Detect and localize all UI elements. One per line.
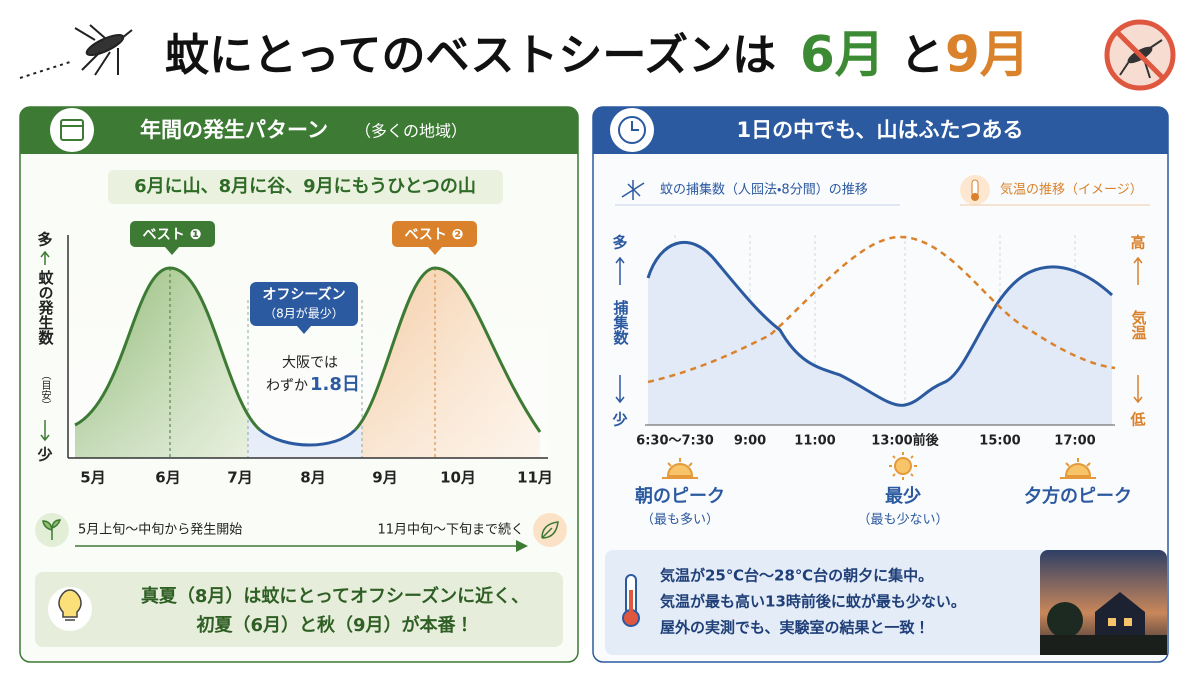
legend-icons [615,175,1150,206]
day-chart [615,235,1143,426]
sun-icons [662,452,1096,480]
subtitle: 6月に山、8月に谷、9月にもうひとつの山 [134,176,476,197]
year-chart [67,221,548,459]
note-box [605,550,1167,655]
timeline [35,513,567,552]
y-axis-label: 蚊の発生数 [37,269,55,346]
x-label: 15:00 [979,434,1020,449]
right-axis-top: 高 [1130,234,1145,252]
peak-label: 朝のピーク [635,485,725,507]
x-label: 13:00前後 [871,433,939,449]
badge: ベスト ❷ [404,227,463,243]
y-arrows [40,250,50,442]
legend-entry: 気温の推移（イメージ） [1000,182,1143,198]
panel-header: 1日の中でも、山はふたつある [737,118,1024,142]
note-box [35,572,563,647]
timeline-start: 5月上旬～中旬から発生開始 [78,523,242,538]
title-connector: と [900,30,944,81]
off-season-title: オフシーズン [262,286,345,303]
note-line: 初夏（6月）と秋（9月）が本番！ [195,614,473,636]
x-label: 6月 [155,469,180,487]
panel-header: 年間の発生パターン [140,118,328,142]
legend-entry: 蚊の捕集数（人囮法・8分間）の推移 [660,182,868,198]
x-label: 8月 [300,469,325,487]
y-axis-note: （目安） [39,370,51,410]
title-month: 9月 [945,26,1030,84]
note-line: 気温が最も高い13時前後に蚊が最も少ない。 [660,593,966,611]
x-label: 6:30～7:30 [636,434,714,449]
timeline-end: 11月中旬～下旬まで続く [377,523,524,538]
annotation-highlight: 1.8日 [310,374,360,395]
peak-label: 夕方のピーク [1024,485,1132,507]
subtitle-box [108,170,503,204]
note-line: 真夏（8月）は蚊にとってオフシーズンに近く、 [141,585,529,607]
x-label: 9月 [372,469,397,487]
left-axis-top: 多 [612,234,627,252]
x-label: 10月 [440,469,476,487]
left-axis-bottom: 少 [612,411,627,429]
y-axis-top: 多 [37,231,52,249]
x-label: 7月 [227,469,252,487]
no-mosquito-icon [1104,19,1176,91]
right-panel [592,106,1169,663]
title-month: 6月 [800,26,885,84]
x-label: 5月 [80,469,105,487]
x-label: 11月 [517,469,553,487]
peak-label: 最少 [885,485,921,507]
peak-note: （最も少ない） [857,513,948,528]
right-axis-bottom: 低 [1129,411,1145,429]
title: 蚊にとってのベストシーズンは [165,30,776,81]
mosquito-icon [19,24,133,79]
x-label: 9:00 [734,434,766,449]
right-axis-label: 気温 [1130,309,1148,340]
annotation: 大阪では [282,355,338,371]
note-line: 屋外の実測でも、実験室の結果と一致！ [660,619,930,637]
badge: ベスト ❶ [142,227,201,243]
annotation: わずか [266,378,308,394]
note-line: 気温が25℃台～28℃台の朝夕に集中。 [660,567,933,585]
y-axis-bottom: 少 [37,446,52,464]
x-label: 17:00 [1054,434,1095,449]
left-axis-label: 捕集数 [612,299,630,346]
x-label: 11:00 [794,434,835,449]
off-season-note: （8月が最少） [264,306,344,321]
peak-note: （最も多い） [641,513,719,528]
panel-header-note: （多くの地域） [355,122,467,141]
